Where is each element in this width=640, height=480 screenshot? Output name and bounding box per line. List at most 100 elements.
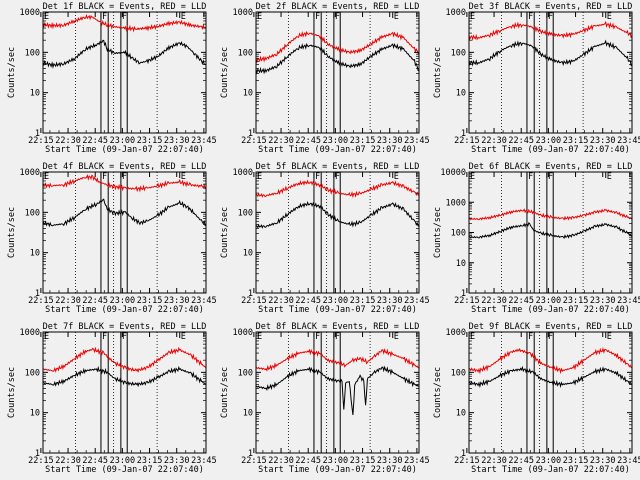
y-tick-label: 100 (451, 48, 466, 58)
marker-label: E (44, 332, 49, 342)
marker-label: E (607, 12, 612, 22)
x-tick-label: 22:15 (241, 456, 267, 466)
marker-label: F (528, 172, 533, 182)
marker-label: E (607, 332, 612, 342)
marker-label: E (470, 172, 475, 182)
x-tick-label: 23:45 (617, 296, 640, 306)
x-tick-label: 23:45 (404, 136, 430, 146)
events-series-line (42, 39, 206, 69)
chart-title: Det 9f BLACK = Events, RED = LLD (469, 322, 633, 332)
y-tick-label: 1000 (446, 328, 466, 338)
y-tick-label: 10 (243, 409, 253, 419)
marker-label: F (315, 12, 320, 22)
plot-frame (255, 171, 420, 294)
y-tick-label: 1 (248, 129, 253, 139)
x-tick-label: 22:30 (55, 296, 81, 306)
interval-box (333, 11, 341, 134)
y-axis-label: Counts/sec (7, 367, 17, 418)
x-tick-label: 22:15 (241, 296, 267, 306)
marker-label: F (102, 332, 107, 342)
x-axis-label: Start Time (09-Jan-07 22:07:40) (258, 465, 417, 475)
x-tick-label: 22:45 (508, 296, 534, 306)
y-tick-label: 100 (25, 208, 40, 218)
marker-label: F (548, 332, 553, 342)
y-tick-label: 1 (35, 129, 40, 139)
marker-label: E (181, 332, 186, 342)
marker-label: E (470, 12, 475, 22)
x-tick-label: 22:30 (268, 456, 294, 466)
x-tick-label: 22:45 (82, 136, 108, 146)
interval-box (313, 171, 322, 294)
x-tick-label: 23:00 (323, 136, 349, 146)
x-axis-label: Start Time (09-Jan-07 22:07:40) (258, 145, 417, 155)
y-tick-label: 1000 (233, 8, 253, 18)
chart-title: Det 1f BLACK = Events, RED = LLD (43, 2, 207, 12)
x-tick-label: 23:30 (164, 456, 190, 466)
y-tick-label: 100 (25, 48, 40, 58)
x-tick-label: 22:45 (295, 136, 321, 146)
y-tick-label: 100 (451, 229, 466, 239)
x-axis-label: Start Time (09-Jan-07 22:07:40) (45, 305, 204, 315)
marker-label: F (335, 172, 340, 182)
y-tick-label: 10 (243, 249, 253, 259)
events-series-line (255, 42, 420, 75)
y-tick-label: 100 (238, 368, 253, 378)
y-tick-label: 1000 (446, 8, 466, 18)
y-tick-label: 1 (461, 129, 466, 139)
marker-label: F (548, 12, 553, 22)
lld-series-line (42, 346, 207, 374)
interval-box (526, 11, 535, 134)
x-tick-label: 22:45 (508, 456, 534, 466)
x-tick-label: 23:15 (137, 136, 163, 146)
y-axis-label: Counts/sec (7, 207, 17, 258)
lld-series-line (468, 346, 633, 375)
x-tick-label: 23:00 (323, 456, 349, 466)
interval-box (546, 171, 554, 294)
x-tick-label: 23:45 (191, 296, 217, 306)
x-tick-label: 22:15 (454, 296, 480, 306)
x-tick-label: 23:30 (590, 456, 616, 466)
x-tick-label: 22:30 (55, 456, 81, 466)
y-axis-label: Counts/sec (220, 367, 230, 418)
y-tick-label: 100 (451, 368, 466, 378)
x-tick-label: 23:15 (137, 456, 163, 466)
x-tick-label: 23:15 (563, 456, 589, 466)
interval-box (313, 11, 322, 134)
x-tick-label: 22:30 (55, 136, 81, 146)
y-tick-label: 1 (35, 289, 40, 299)
x-tick-label: 22:45 (82, 296, 108, 306)
x-tick-label: 23:00 (110, 456, 136, 466)
y-tick-label: 100 (238, 208, 253, 218)
plot-frame (42, 331, 207, 454)
marker-label: E (257, 12, 262, 22)
marker-label: E (181, 12, 186, 22)
marker-label: F (102, 172, 107, 182)
plot-frame (468, 171, 633, 294)
y-axis-label: Counts/sec (433, 47, 443, 98)
y-tick-label: 10 (243, 89, 253, 99)
x-tick-label: 23:30 (590, 296, 616, 306)
plot-frame (255, 11, 420, 134)
chart-title: Det 5f BLACK = Events, RED = LLD (256, 162, 420, 172)
interval-box (526, 171, 535, 294)
marker-label: F (528, 332, 533, 342)
x-axis-label: Start Time (09-Jan-07 22:07:40) (45, 465, 204, 475)
y-tick-label: 10 (30, 89, 40, 99)
chart-title: Det 3f BLACK = Events, RED = LLD (469, 2, 633, 12)
marker-label: F (315, 332, 320, 342)
x-tick-label: 23:00 (536, 456, 562, 466)
x-tick-label: 23:15 (350, 296, 376, 306)
events-series-line (42, 365, 207, 388)
interval-box (100, 11, 109, 134)
x-tick-label: 23:15 (563, 136, 589, 146)
y-tick-label: 1000 (20, 328, 40, 338)
y-tick-label: 1000 (20, 8, 40, 18)
y-tick-label: 1 (248, 289, 253, 299)
marker-label: F (122, 332, 127, 342)
events-series-line (468, 365, 633, 389)
events-series-line (255, 365, 419, 416)
lld-series-line (468, 208, 633, 221)
